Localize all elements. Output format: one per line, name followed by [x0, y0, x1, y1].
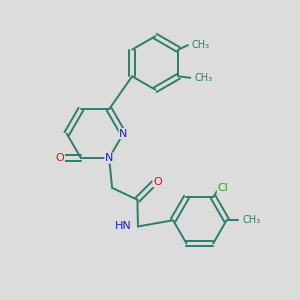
Text: CH₃: CH₃ — [192, 40, 210, 50]
Text: HN: HN — [115, 221, 131, 231]
Text: CH₃: CH₃ — [194, 73, 212, 83]
Text: Cl: Cl — [217, 183, 228, 193]
Text: O: O — [56, 153, 64, 163]
Text: O: O — [153, 177, 162, 187]
Text: N: N — [119, 129, 128, 139]
Text: N: N — [105, 153, 113, 163]
Text: CH₃: CH₃ — [243, 215, 261, 225]
